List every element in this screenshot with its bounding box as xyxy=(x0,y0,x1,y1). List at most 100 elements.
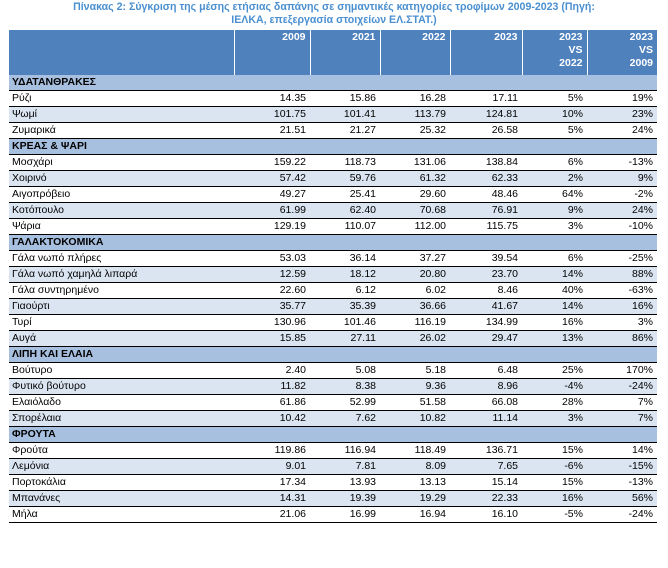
table-row: Χοιρινό 57.42 59.76 61.32 62.33 2% 9% xyxy=(9,170,657,187)
caption-line-2: ΙΕΛΚΑ, επεξεργασία στοιχείων ΕΛ.ΣΤΑΤ.) xyxy=(231,14,437,26)
item-name: Κοτόπουλο xyxy=(9,202,234,219)
section-header-row: ΦΡΟΥΤΑ xyxy=(9,426,657,443)
value-2009: 11.82 xyxy=(234,378,310,395)
value-2023: 7.65 xyxy=(450,458,522,475)
item-name: Ζυμαρικά xyxy=(9,122,234,139)
table-row: Γάλα νωπό χαμηλά λιπαρά 12.59 18.12 20.80 23… xyxy=(9,266,657,283)
value-2009: 49.27 xyxy=(234,186,310,203)
item-name: Λεμόνια xyxy=(9,458,234,475)
table-row: Γάλα συντηρημένο 22.60 6.12 6.02 8.46 40% -63% xyxy=(9,282,657,299)
value-2021: 116.94 xyxy=(310,442,380,459)
value-2023: 8.46 xyxy=(450,282,522,299)
table-caption: Πίνακας 2: Σύγκριση της μέσης ετήσιας δα… xyxy=(0,1,668,27)
section-title: ΛΙΠΗ ΚΑΙ ΕΛΑΙΑ xyxy=(9,346,657,363)
item-name: Γάλα συντηρημένο xyxy=(9,282,234,299)
value-2009: 159.22 xyxy=(234,154,310,171)
value-2021: 35.39 xyxy=(310,298,380,315)
value-2009: 22.60 xyxy=(234,282,310,299)
change-vs-2009: 24% xyxy=(587,122,657,139)
header-2023-vs-2009: 2023 VS 2009 xyxy=(587,30,657,75)
value-2022: 25.32 xyxy=(380,122,450,139)
value-2023: 22.33 xyxy=(450,490,522,507)
item-name: Αιγοπρόβειο xyxy=(9,186,234,203)
value-2009: 12.59 xyxy=(234,266,310,283)
value-2009: 9.01 xyxy=(234,458,310,475)
item-name: Ελαιόλαδο xyxy=(9,394,234,411)
change-vs-2022: -5% xyxy=(522,506,587,523)
value-2023: 138.84 xyxy=(450,154,522,171)
header-2023-vs-2022-line1: 2023 xyxy=(559,31,583,43)
item-name: Φρούτα xyxy=(9,442,234,459)
change-vs-2022: 28% xyxy=(522,394,587,411)
value-2009: 57.42 xyxy=(234,170,310,187)
value-2023: 136.71 xyxy=(450,442,522,459)
value-2023: 62.33 xyxy=(450,170,522,187)
value-2023: 6.48 xyxy=(450,362,522,379)
change-vs-2022: 14% xyxy=(522,266,587,283)
item-name: Τυρί xyxy=(9,314,234,331)
value-2022: 118.49 xyxy=(380,442,450,459)
header-category xyxy=(9,30,235,75)
caption-line-1: Πίνακας 2: Σύγκριση της μέσης ετήσιας δα… xyxy=(73,1,595,13)
change-vs-2009: 19% xyxy=(587,90,657,107)
change-vs-2009: 88% xyxy=(587,266,657,283)
change-vs-2009: 14% xyxy=(587,442,657,459)
value-2023: 66.08 xyxy=(450,394,522,411)
food-expenditure-table: 2009 2021 2022 2023 2023 VS 2022 2023 VS… xyxy=(9,30,657,523)
change-vs-2022: -6% xyxy=(522,458,587,475)
item-name: Σπορέλαια xyxy=(9,410,234,427)
section-title: ΚΡΕΑΣ & ΨΑΡΙ xyxy=(9,138,657,155)
value-2022: 36.66 xyxy=(380,298,450,315)
value-2022: 113.79 xyxy=(380,106,450,123)
table-row: Αυγά 15.85 27.11 26.02 29.47 13% 86% xyxy=(9,330,657,347)
value-2021: 110.07 xyxy=(310,218,380,235)
header-2023: 2023 xyxy=(450,30,523,75)
change-vs-2009: 7% xyxy=(587,410,657,427)
value-2021: 59.76 xyxy=(310,170,380,187)
header-2023-vs-2022-line2: VS xyxy=(568,44,583,56)
change-vs-2009: -10% xyxy=(587,218,657,235)
value-2021: 7.81 xyxy=(310,458,380,475)
value-2023: 16.10 xyxy=(450,506,522,523)
change-vs-2009: 7% xyxy=(587,394,657,411)
change-vs-2022: 13% xyxy=(522,330,587,347)
change-vs-2009: 23% xyxy=(587,106,657,123)
value-2021: 118.73 xyxy=(310,154,380,171)
change-vs-2022: 9% xyxy=(522,202,587,219)
value-2022: 10.82 xyxy=(380,410,450,427)
section-title: ΓΑΛΑΚΤΟΚΟΜΙΚΑ xyxy=(9,234,657,251)
value-2009: 10.42 xyxy=(234,410,310,427)
change-vs-2022: 64% xyxy=(522,186,587,203)
value-2021: 13.93 xyxy=(310,474,380,491)
table-row: Μοσχάρι 159.22 118.73 131.06 138.84 6% -13% xyxy=(9,154,657,171)
value-2022: 70.68 xyxy=(380,202,450,219)
change-vs-2009: 86% xyxy=(587,330,657,347)
item-name: Φυτικό βούτυρο xyxy=(9,378,234,395)
value-2009: 101.75 xyxy=(234,106,310,123)
change-vs-2009: -24% xyxy=(587,378,657,395)
value-2022: 6.02 xyxy=(380,282,450,299)
table-row: Τυρί 130.96 101.46 116.19 134.99 16% 3% xyxy=(9,314,657,331)
header-2021: 2021 xyxy=(310,30,381,75)
table-row: Μπανάνες 14.31 19.39 19.29 22.33 16% 56% xyxy=(9,490,657,507)
change-vs-2022: 6% xyxy=(522,250,587,267)
change-vs-2022: 25% xyxy=(522,362,587,379)
change-vs-2022: 5% xyxy=(522,122,587,139)
value-2022: 13.13 xyxy=(380,474,450,491)
value-2009: 129.19 xyxy=(234,218,310,235)
value-2023: 29.47 xyxy=(450,330,522,347)
table-row: Φυτικό βούτυρο 11.82 8.38 9.36 8.96 -4% -24% xyxy=(9,378,657,395)
value-2021: 25.41 xyxy=(310,186,380,203)
change-vs-2009: 24% xyxy=(587,202,657,219)
table-row: Φρούτα 119.86 116.94 118.49 136.71 15% 14% xyxy=(9,442,657,459)
table-row: Ρύζι 14.35 15.86 16.28 17.11 5% 19% xyxy=(9,90,657,107)
change-vs-2022: 15% xyxy=(522,442,587,459)
value-2009: 21.06 xyxy=(234,506,310,523)
value-2021: 19.39 xyxy=(310,490,380,507)
item-name: Ρύζι xyxy=(9,90,234,107)
table-row: Γιαούρτι 35.77 35.39 36.66 41.67 14% 16% xyxy=(9,298,657,315)
table-row: Ελαιόλαδο 61.86 52.99 51.58 66.08 28% 7% xyxy=(9,394,657,411)
value-2009: 130.96 xyxy=(234,314,310,331)
value-2022: 20.80 xyxy=(380,266,450,283)
table-row: Σπορέλαια 10.42 7.62 10.82 11.14 3% 7% xyxy=(9,410,657,427)
